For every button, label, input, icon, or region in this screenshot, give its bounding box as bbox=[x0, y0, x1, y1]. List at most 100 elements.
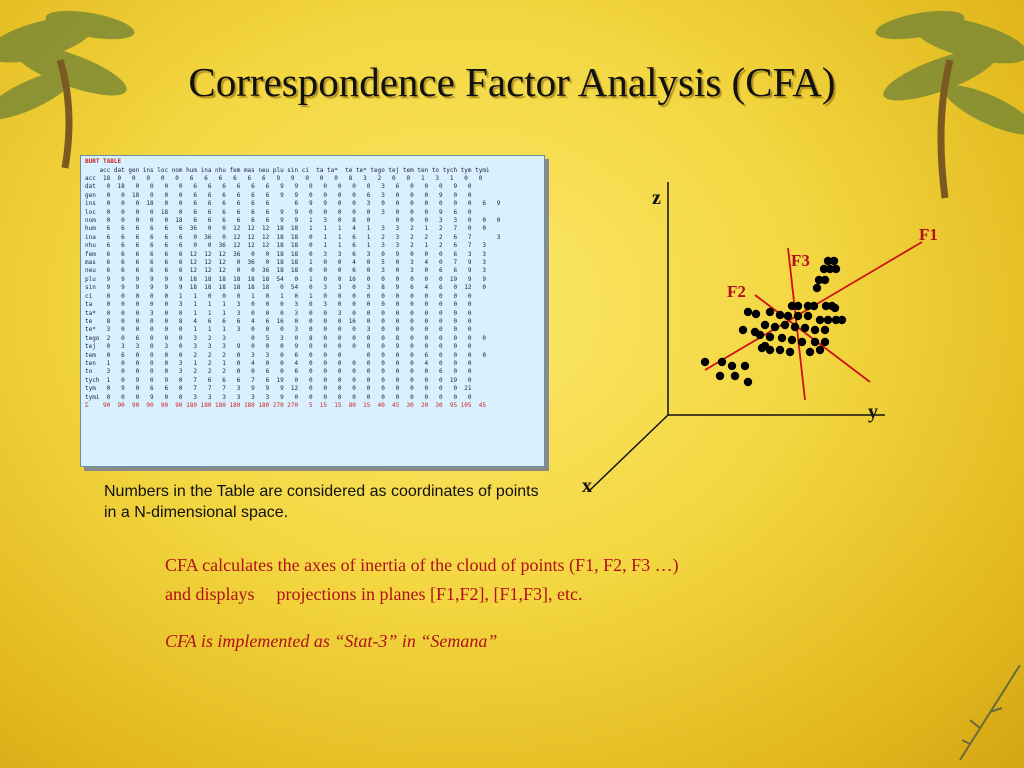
table-row: tem 0 6 0 0 0 0 2 2 2 0 3 3 0 6 0 0 0 0 … bbox=[85, 351, 486, 359]
cloud-point bbox=[738, 325, 748, 335]
point-cloud bbox=[700, 256, 847, 387]
table-row: tego 2 0 6 0 0 0 3 2 3 0 5 3 0 8 0 0 0 0… bbox=[85, 334, 486, 342]
table-row: neu 6 6 6 6 6 6 12 12 12 0 0 36 18 18 0 … bbox=[85, 267, 486, 275]
cloud-point bbox=[814, 275, 824, 285]
cloud-point bbox=[830, 303, 840, 313]
factor-axes-plot: z y x F1 F2 F3 bbox=[582, 182, 938, 497]
cloud-point bbox=[790, 322, 800, 332]
cfa-description: CFA calculates the axes of inertia of th… bbox=[165, 551, 885, 609]
cloud-point bbox=[819, 264, 829, 274]
cloud-point bbox=[831, 315, 841, 325]
cloud-point bbox=[793, 301, 803, 311]
cloud-point bbox=[775, 345, 785, 355]
cloud-point bbox=[803, 311, 813, 321]
cloud-point bbox=[780, 320, 790, 330]
table-row: tych 1 0 9 0 9 0 7 6 6 6 7 6 19 0 0 0 0 … bbox=[85, 376, 472, 384]
table-row: ins 0 0 0 18 0 0 6 6 6 6 6 6 6 9 9 0 0 3… bbox=[85, 200, 501, 208]
cloud-point bbox=[700, 357, 710, 367]
cloud-point bbox=[740, 361, 750, 371]
table-row: nom 0 0 0 0 0 18 6 6 6 6 6 6 9 9 1 3 0 8… bbox=[85, 217, 501, 225]
cloud-point bbox=[727, 361, 737, 371]
cloud-point bbox=[823, 315, 833, 325]
table-row: te* 3 0 0 0 0 0 1 1 1 3 0 0 0 3 0 0 0 0 … bbox=[85, 326, 472, 334]
slide-title: Correspondence Factor Analysis (CFA) bbox=[188, 59, 836, 105]
cloud-point bbox=[837, 315, 847, 325]
cfa-description-line2: and displays projections in planes [F1,F2… bbox=[165, 580, 885, 609]
cfa-implementation-note: CFA is implemented as “Stat-3” in “Seman… bbox=[165, 631, 498, 651]
cloud-point bbox=[751, 309, 761, 319]
f2-label: F2 bbox=[727, 282, 746, 301]
table-row: tej 0 3 3 0 3 0 3 3 3 9 0 0 0 9 0 0 0 0 … bbox=[85, 343, 472, 351]
cloud-point bbox=[829, 256, 839, 266]
cloud-point bbox=[787, 301, 797, 311]
table-row: ina 6 6 6 6 6 6 0 36 0 12 12 12 18 18 0 … bbox=[85, 233, 501, 241]
burt-table: BURT TABLE acc dat gen ins loc nom hum i… bbox=[80, 155, 545, 467]
cloud-point bbox=[820, 275, 830, 285]
table-row: ta* 0 0 0 3 0 0 1 1 1 3 0 0 0 3 0 0 3 0 … bbox=[85, 309, 472, 317]
table-row: gen 0 0 18 0 0 0 6 6 6 6 6 6 9 9 0 0 0 0… bbox=[85, 191, 472, 199]
cloud-point bbox=[717, 357, 727, 367]
table-row: tymi 0 0 0 9 0 0 3 3 3 3 3 3 9 0 0 0 0 0… bbox=[85, 393, 472, 401]
cloud-point bbox=[797, 337, 807, 347]
cloud-point bbox=[715, 371, 725, 381]
cloud-point bbox=[823, 256, 833, 266]
table-row: ta 0 0 0 0 0 3 1 1 1 3 0 0 0 3 0 3 0 0 0… bbox=[85, 301, 472, 309]
cloud-point bbox=[825, 264, 835, 274]
cloud-point bbox=[815, 345, 825, 355]
table-row: acc 18 0 0 0 0 0 6 6 6 6 6 6 9 9 0 0 0 8… bbox=[85, 175, 483, 182]
cloud-point bbox=[787, 335, 797, 345]
f3-label: F3 bbox=[791, 251, 810, 270]
burt-table-title: BURT TABLE bbox=[85, 158, 122, 165]
y-axis-label: y bbox=[868, 401, 878, 423]
cloud-point bbox=[760, 341, 770, 351]
cloud-point bbox=[770, 322, 780, 332]
cloud-point bbox=[803, 301, 813, 311]
cloud-point bbox=[743, 307, 753, 317]
cloud-point bbox=[775, 310, 785, 320]
table-row: ten 1 0 0 0 0 3 1 2 1 0 4 0 0 4 0 0 0 0 … bbox=[85, 359, 472, 367]
cloud-point bbox=[820, 325, 830, 335]
f1-label: F1 bbox=[919, 225, 938, 244]
cloud-point bbox=[765, 307, 775, 317]
burt-table-body: acc 18 0 0 0 0 0 6 6 6 6 6 6 9 9 0 0 0 8… bbox=[85, 175, 540, 410]
cloud-point bbox=[783, 311, 793, 321]
cloud-point bbox=[800, 323, 810, 333]
x-axis-label: x bbox=[582, 475, 592, 497]
cloud-point bbox=[785, 347, 795, 357]
cloud-point bbox=[805, 347, 815, 357]
cloud-point bbox=[777, 333, 787, 343]
cloud-point bbox=[810, 337, 820, 347]
z-axis-label: z bbox=[652, 187, 661, 209]
cfa-description-line1: CFA calculates the axes of inertia of th… bbox=[165, 555, 679, 575]
palm-decoration-right bbox=[875, 10, 1024, 199]
cfa-description-line2b: projections in planes [F1,F2], [F1,F3], … bbox=[276, 584, 583, 604]
cloud-point bbox=[765, 332, 775, 342]
palm-decoration-left bbox=[0, 10, 135, 169]
burt-table-header: acc dat gen ins loc nom hum ina nhu fem … bbox=[85, 167, 490, 174]
f2-axis-line bbox=[754, 294, 871, 383]
table-row: hum 6 6 6 6 6 6 36 0 0 12 12 12 18 18 1 … bbox=[85, 225, 486, 233]
table-row: mas 6 6 6 6 6 6 12 12 12 0 36 0 18 18 1 … bbox=[85, 259, 486, 267]
table-row: sin 9 9 9 9 9 9 18 18 18 18 18 18 0 54 0… bbox=[85, 284, 486, 292]
table-row: ci 0 0 0 0 0 1 1 0 0 0 1 0 1 0 1 0 0 0 0… bbox=[85, 292, 472, 300]
cloud-point bbox=[821, 301, 831, 311]
table-row: loc 0 0 0 0 18 0 6 6 6 6 6 6 9 9 0 0 0 0… bbox=[85, 208, 472, 216]
x-axis bbox=[589, 414, 669, 491]
cloud-point bbox=[730, 371, 740, 381]
branch-decoration bbox=[959, 664, 1021, 761]
cloud-point bbox=[815, 315, 825, 325]
cfa-description-line2a: and displays bbox=[165, 584, 255, 604]
cloud-point bbox=[810, 325, 820, 335]
cloud-point bbox=[755, 330, 765, 340]
table-row: te 8 0 0 0 0 8 4 6 6 6 4 6 16 0 0 0 0 16… bbox=[85, 317, 472, 325]
table-row: dat 0 18 0 0 0 0 6 6 6 6 6 6 9 9 0 0 0 0… bbox=[85, 183, 472, 191]
table-row: Σ 90 90 90 90 90 90 180 180 180 180 180 … bbox=[85, 401, 486, 409]
table-row: nhu 6 6 6 6 6 6 0 0 36 12 12 12 18 18 0 … bbox=[85, 242, 486, 250]
table-note: Numbers in the Table are considered as c… bbox=[104, 483, 539, 521]
cloud-point bbox=[812, 283, 822, 293]
table-row: to 3 0 0 0 0 3 2 2 2 0 0 6 0 6 0 0 0 0 0… bbox=[85, 368, 472, 376]
cloud-point bbox=[760, 320, 770, 330]
table-row: fem 6 6 6 6 6 6 12 12 12 36 0 0 18 18 0 … bbox=[85, 250, 486, 258]
cloud-point bbox=[831, 264, 841, 274]
table-row: tym 0 9 0 6 6 0 7 7 7 3 9 9 9 12 0 0 0 0… bbox=[85, 385, 472, 393]
